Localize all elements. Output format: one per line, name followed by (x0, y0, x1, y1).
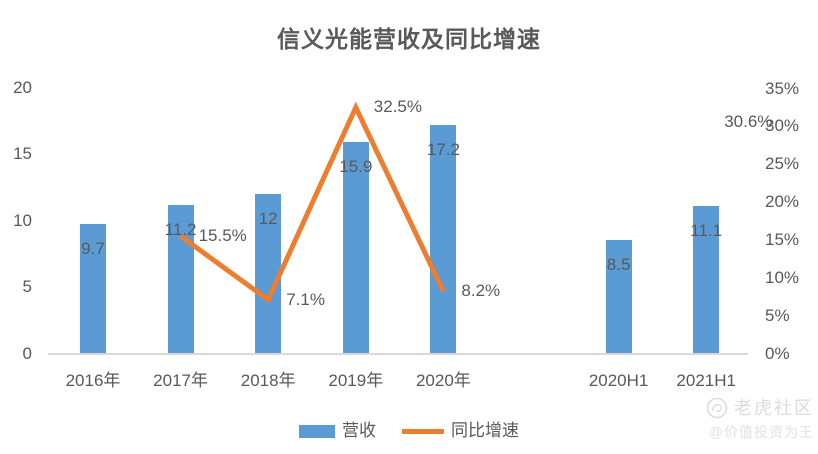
x-axis-line (48, 352, 748, 355)
x-axis-label: 2018年 (240, 371, 296, 390)
bar-data-label: 8.5 (606, 255, 631, 275)
right-axis-tick: 30% (765, 116, 800, 136)
bar-data-label: 11.1 (690, 220, 723, 240)
right-axis-tick: 35% (765, 78, 800, 98)
right-axis-tick: 15% (765, 229, 800, 249)
right-axis-tick: 0% (765, 343, 790, 363)
right-axis-tick: 10% (765, 267, 800, 287)
line-data-label: 8.2% (461, 281, 501, 301)
line-data-label: 7.1% (286, 289, 325, 309)
right-axis-tick: 25% (765, 154, 800, 174)
bar-data-label: 12 (258, 208, 278, 228)
legend-label: 营收 (342, 421, 376, 440)
left-axis-tick: 10 (13, 210, 32, 230)
line-data-label: 30.6% (724, 111, 773, 131)
x-axis-label: 2016年 (65, 371, 121, 390)
watermark-brand-row: 老虎社区 (706, 397, 814, 419)
right-axis-tick: 20% (765, 192, 800, 212)
left-axis-tick: 15 (13, 144, 32, 163)
legend-item-revenue: 营收 (299, 421, 376, 441)
x-axis-label: 2017年 (153, 371, 209, 390)
left-axis-tick: 20 (13, 77, 32, 97)
x-axis-label: 2021H1 (676, 371, 736, 390)
legend-line-swatch (402, 428, 444, 434)
chart-title: 信义光能营收及同比增速 (277, 26, 541, 52)
left-axis-tick: 5 (22, 277, 32, 296)
bar-data-label: 11.2 (164, 219, 197, 239)
watermark: 老虎社区 @价值投资为王 (706, 397, 814, 440)
growth-line (179, 101, 446, 304)
bar-data-label: 17.2 (426, 139, 460, 159)
bar (693, 205, 720, 354)
legend: 营收 同比增速 (0, 421, 818, 441)
legend-item-growth: 同比增速 (402, 421, 519, 441)
bar-data-label: 9.7 (81, 239, 105, 259)
watermark-author: @价值投资为王 (708, 424, 814, 440)
tiger-logo-icon (706, 397, 728, 419)
x-axis-label: 2020年 (415, 371, 471, 390)
line-data-label: 15.5% (198, 226, 247, 246)
bar-data-label: 15.9 (339, 157, 373, 177)
watermark-brand: 老虎社区 (734, 398, 814, 418)
bar (605, 240, 632, 354)
right-axis-tick: 5% (765, 305, 790, 325)
bar (80, 224, 106, 354)
left-axis-tick: 0 (22, 343, 32, 363)
x-axis-label: 2019年 (328, 371, 384, 390)
legend-bar-swatch (299, 424, 335, 438)
line-data-label: 32.5% (373, 97, 422, 117)
x-axis-label: 2020H1 (588, 371, 649, 390)
legend-label: 同比增速 (451, 421, 519, 440)
